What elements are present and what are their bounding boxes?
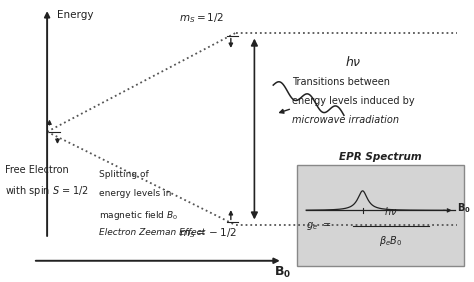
Text: $h\nu$: $h\nu$ <box>384 205 398 217</box>
Text: $h\nu$: $h\nu$ <box>345 55 362 69</box>
Text: $m_S=-1/2$: $m_S=-1/2$ <box>179 226 237 240</box>
Text: Splitting of: Splitting of <box>99 170 149 179</box>
Text: $\mathbf{B_0}$: $\mathbf{B_0}$ <box>457 201 471 215</box>
Text: Electron Zeeman Effect: Electron Zeeman Effect <box>99 228 205 237</box>
Text: with spin $S$ = 1/2: with spin $S$ = 1/2 <box>5 184 89 198</box>
Text: $\mathbf{B_0}$: $\mathbf{B_0}$ <box>274 265 292 280</box>
Text: EPR Spectrum: EPR Spectrum <box>339 152 422 162</box>
Text: $\beta_e B_0$: $\beta_e B_0$ <box>379 234 403 248</box>
Bar <box>297 165 464 266</box>
Text: energy levels in: energy levels in <box>99 190 171 199</box>
Text: magnetic field $B_0$: magnetic field $B_0$ <box>99 209 178 222</box>
Text: Free Electron: Free Electron <box>5 165 68 175</box>
Text: Transitions between: Transitions between <box>292 77 390 87</box>
Text: microwave irradiation: microwave irradiation <box>292 115 399 125</box>
Text: Energy: Energy <box>56 10 93 20</box>
Text: energy levels induced by: energy levels induced by <box>292 96 415 106</box>
Text: $g_e$  =: $g_e$ = <box>306 219 332 232</box>
Text: $m_S=1/2$: $m_S=1/2$ <box>179 11 224 25</box>
